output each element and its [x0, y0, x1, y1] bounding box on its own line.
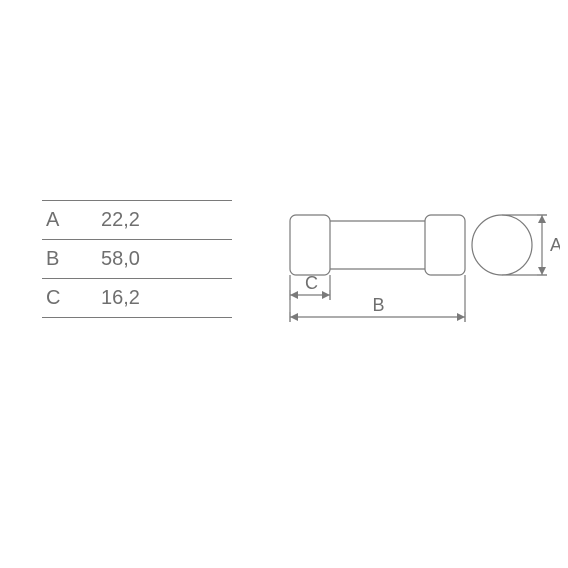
dim-label: C — [42, 287, 101, 310]
figure-root: A 22,2 B 58,0 C 16,2 BCA — [0, 0, 568, 568]
dim-label: A — [42, 209, 101, 232]
table-row: C 16,2 — [42, 278, 232, 318]
table-row: A 22,2 — [42, 200, 232, 239]
table-row: B 58,0 — [42, 239, 232, 278]
technical-drawing: BCA — [280, 205, 550, 365]
dim-value: 58,0 — [101, 248, 221, 271]
dim-value: 22,2 — [101, 209, 221, 232]
svg-text:B: B — [373, 295, 385, 315]
svg-text:A: A — [550, 235, 560, 255]
svg-text:C: C — [305, 273, 318, 293]
dimension-table: A 22,2 B 58,0 C 16,2 — [42, 200, 232, 318]
dim-value: 16,2 — [101, 287, 221, 310]
dim-label: B — [42, 248, 101, 271]
